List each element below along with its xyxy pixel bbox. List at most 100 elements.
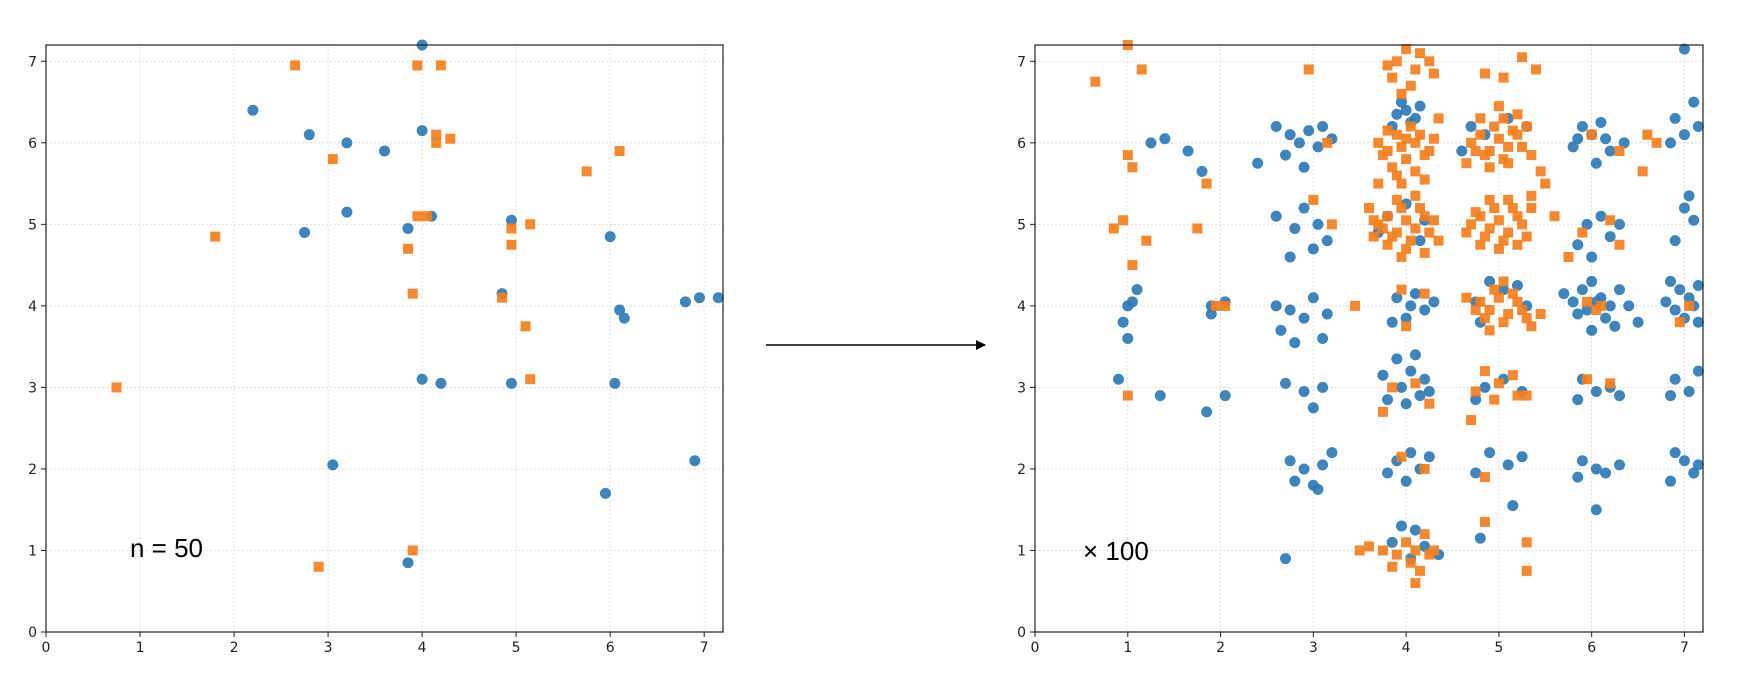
scatter-point-orange xyxy=(1637,166,1648,177)
scatter-point-orange xyxy=(1586,129,1597,140)
scatter-point-blue xyxy=(1382,394,1394,406)
scatter-point-blue xyxy=(1270,300,1282,312)
scatter-point-orange xyxy=(1401,321,1412,332)
scatter-point-blue xyxy=(1567,296,1579,308)
scatter-point-orange xyxy=(1582,296,1593,307)
scatter-point-orange xyxy=(1503,227,1514,238)
scatter-point-blue xyxy=(1692,459,1704,471)
scatter-point-orange xyxy=(1563,251,1574,262)
x-tick-label: 5 xyxy=(1494,640,1503,656)
y-tick-label: 0 xyxy=(28,625,37,641)
x-tick-label: 7 xyxy=(700,640,709,656)
scatter-point-blue xyxy=(1270,210,1282,222)
scatter-point-blue xyxy=(1507,500,1519,512)
scatter-point-orange xyxy=(1415,129,1426,140)
scatter-point-orange xyxy=(1614,145,1625,156)
scatter-point-blue xyxy=(1386,536,1398,548)
scatter-point-orange xyxy=(1484,325,1495,336)
scatter-point-blue xyxy=(1289,337,1301,349)
scatter-point-blue xyxy=(1614,459,1625,471)
scatter-point-orange xyxy=(1364,203,1374,214)
x-tick-label: 2 xyxy=(230,640,239,656)
scatter-point-orange xyxy=(1466,219,1477,230)
scatter-point-blue xyxy=(1423,451,1435,463)
scatter-point-blue xyxy=(1576,455,1588,467)
scatter-point-orange xyxy=(1674,317,1685,328)
scatter-point-orange xyxy=(1396,451,1407,462)
scatter-point-orange xyxy=(1521,565,1532,576)
scatter-point-blue xyxy=(1307,243,1319,255)
scatter-point-orange xyxy=(1424,227,1435,238)
scatter-point-orange xyxy=(1503,158,1514,169)
scatter-point-orange xyxy=(1479,366,1490,377)
scatter-point-orange xyxy=(1118,215,1129,226)
scatter-point-blue xyxy=(1414,390,1426,402)
scatter-point-blue xyxy=(1595,116,1607,128)
scatter-point-blue xyxy=(1414,235,1426,247)
left-markers-blue xyxy=(247,39,724,569)
scatter-point-blue xyxy=(1665,475,1677,487)
scatter-point-orange xyxy=(1396,178,1407,189)
scatter-point-orange xyxy=(1493,292,1504,303)
scatter-point-blue xyxy=(1609,320,1621,332)
scatter-point-orange xyxy=(1521,121,1532,132)
y-tick-label: 4 xyxy=(1017,299,1026,315)
scatter-point-blue xyxy=(1669,373,1681,385)
scatter-point-blue xyxy=(299,227,311,239)
scatter-point-orange xyxy=(1419,247,1430,258)
right-scatter-chart: 0 1 2 3 4 5 6 7 0 1 2 3 4 5 6 7 × 100 xyxy=(1017,40,1704,656)
scatter-point-blue xyxy=(505,377,517,389)
scatter-point-orange xyxy=(1401,215,1412,226)
scatter-point-blue xyxy=(416,125,428,137)
scatter-point-orange xyxy=(1484,223,1495,234)
scatter-point-orange xyxy=(1419,529,1430,540)
scatter-point-blue xyxy=(1405,300,1417,312)
scatter-point-blue xyxy=(609,377,621,389)
scatter-point-blue xyxy=(1298,202,1310,214)
scatter-point-blue xyxy=(303,129,315,141)
scatter-point-blue xyxy=(1586,275,1598,287)
scatter-point-blue xyxy=(1572,471,1584,483)
scatter-point-blue xyxy=(1498,284,1510,296)
left-x-ticks: 0 1 2 3 4 5 6 7 xyxy=(42,632,709,656)
scatter-point-orange xyxy=(1526,203,1537,214)
scatter-point-orange xyxy=(1503,141,1514,152)
scatter-point-blue xyxy=(1317,333,1329,344)
scatter-point-blue xyxy=(1409,349,1421,361)
scatter-point-blue xyxy=(1604,300,1616,312)
scatter-point-blue xyxy=(1572,133,1584,145)
y-tick-label: 2 xyxy=(1017,462,1026,478)
scatter-point-blue xyxy=(1252,157,1264,169)
scatter-point-orange xyxy=(1373,178,1384,189)
scatter-point-orange xyxy=(1433,235,1444,246)
scatter-point-orange xyxy=(1642,129,1653,140)
scatter-point-orange xyxy=(1410,137,1421,148)
scatter-point-blue xyxy=(1484,447,1496,459)
scatter-point-blue xyxy=(1312,218,1324,230)
scatter-point-blue xyxy=(1590,157,1602,169)
scatter-point-orange xyxy=(1387,561,1398,572)
scatter-point-orange xyxy=(1122,150,1133,161)
scatter-point-blue xyxy=(1678,455,1690,467)
scatter-point-blue xyxy=(1614,218,1625,230)
scatter-point-blue xyxy=(1484,275,1496,287)
scatter-point-orange xyxy=(1479,231,1490,242)
y-tick-label: 7 xyxy=(1017,54,1026,70)
scatter-point-blue xyxy=(1317,121,1329,133)
scatter-point-orange xyxy=(1531,64,1541,75)
scatter-point-blue xyxy=(1665,137,1677,149)
scatter-point-orange xyxy=(1512,109,1523,120)
scatter-point-orange xyxy=(1410,166,1421,177)
scatter-point-orange xyxy=(1507,125,1518,136)
scatter-point-orange xyxy=(1461,158,1472,169)
scatter-point-orange xyxy=(1521,390,1532,401)
scatter-point-orange xyxy=(1326,219,1337,230)
scatter-point-blue xyxy=(1312,483,1324,495)
scatter-point-blue xyxy=(1395,520,1407,532)
scatter-point-blue xyxy=(1395,381,1407,393)
scatter-point-blue xyxy=(1284,304,1296,316)
scatter-point-orange xyxy=(1493,215,1504,226)
scatter-point-blue xyxy=(1284,455,1296,467)
x-tick-label: 0 xyxy=(1031,640,1040,656)
scatter-point-blue xyxy=(1395,96,1407,108)
